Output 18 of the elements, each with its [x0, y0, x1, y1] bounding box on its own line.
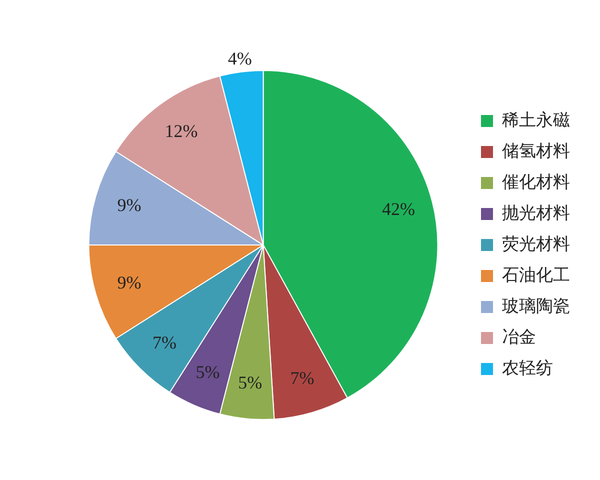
data-label: 9% — [117, 194, 142, 215]
data-label: 4% — [228, 48, 252, 68]
legend-label: 催化材料 — [502, 172, 570, 192]
data-label: 5% — [238, 372, 262, 393]
legend-label: 玻璃陶瓷 — [502, 296, 570, 316]
data-label: 12% — [164, 120, 198, 141]
legend-label: 储氢材料 — [502, 141, 570, 162]
legend-label: 稀土永磁 — [502, 110, 570, 130]
data-label: 42% — [382, 199, 415, 220]
data-label: 7% — [290, 368, 314, 388]
legend-label: 农轻纺 — [502, 358, 553, 378]
legend-label: 冶金 — [502, 327, 536, 348]
legend-label: 抛光材料 — [502, 203, 570, 224]
legend-label: 荧光材料 — [502, 234, 570, 254]
data-label: 5% — [196, 362, 220, 382]
data-label: 7% — [152, 332, 177, 352]
data-label: 9% — [117, 272, 142, 293]
legend-label: 石油化工 — [502, 265, 570, 286]
